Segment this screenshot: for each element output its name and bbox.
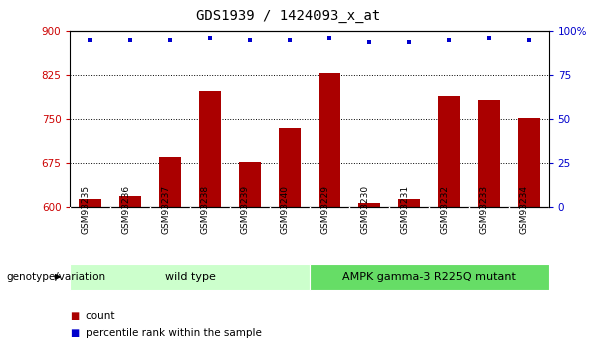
Text: GSM93230: GSM93230 <box>360 185 369 234</box>
Point <box>444 37 454 42</box>
Point <box>205 35 215 41</box>
Text: GSM93237: GSM93237 <box>161 185 170 234</box>
Text: GSM93240: GSM93240 <box>281 185 289 234</box>
Bar <box>70 264 310 290</box>
Text: GSM93232: GSM93232 <box>440 185 449 234</box>
Text: genotype/variation: genotype/variation <box>6 272 105 282</box>
Text: ■: ■ <box>70 328 80 338</box>
Bar <box>80 199 101 207</box>
Point <box>364 39 374 45</box>
Text: percentile rank within the sample: percentile rank within the sample <box>86 328 262 338</box>
Bar <box>438 96 460 207</box>
Bar <box>159 157 181 207</box>
Point <box>405 39 414 45</box>
Bar <box>398 199 420 207</box>
Point <box>325 35 335 41</box>
Text: GSM93231: GSM93231 <box>400 185 409 234</box>
Bar <box>120 196 141 207</box>
Point <box>125 37 135 42</box>
Text: GDS1939 / 1424093_x_at: GDS1939 / 1424093_x_at <box>196 9 380 23</box>
Bar <box>279 128 300 207</box>
Text: GSM93236: GSM93236 <box>121 185 130 234</box>
Bar <box>518 118 539 207</box>
Text: GSM93229: GSM93229 <box>321 185 330 234</box>
Text: GSM93239: GSM93239 <box>241 185 250 234</box>
Point <box>524 37 533 42</box>
Point <box>166 37 175 42</box>
Text: GSM93235: GSM93235 <box>82 185 91 234</box>
Text: AMPK gamma-3 R225Q mutant: AMPK gamma-3 R225Q mutant <box>342 272 516 282</box>
Bar <box>319 73 340 207</box>
Bar <box>310 264 549 290</box>
Bar <box>359 203 380 207</box>
Point <box>484 35 494 41</box>
Text: GSM93233: GSM93233 <box>480 185 489 234</box>
Text: wild type: wild type <box>165 272 215 282</box>
Point <box>245 37 255 42</box>
Text: GSM93234: GSM93234 <box>520 185 528 234</box>
Bar <box>239 162 261 207</box>
Text: ■: ■ <box>70 311 80 321</box>
Point <box>86 37 96 42</box>
Point <box>284 37 294 42</box>
Bar <box>478 100 500 207</box>
Text: GSM93238: GSM93238 <box>201 185 210 234</box>
Text: count: count <box>86 311 115 321</box>
Bar <box>199 91 221 207</box>
